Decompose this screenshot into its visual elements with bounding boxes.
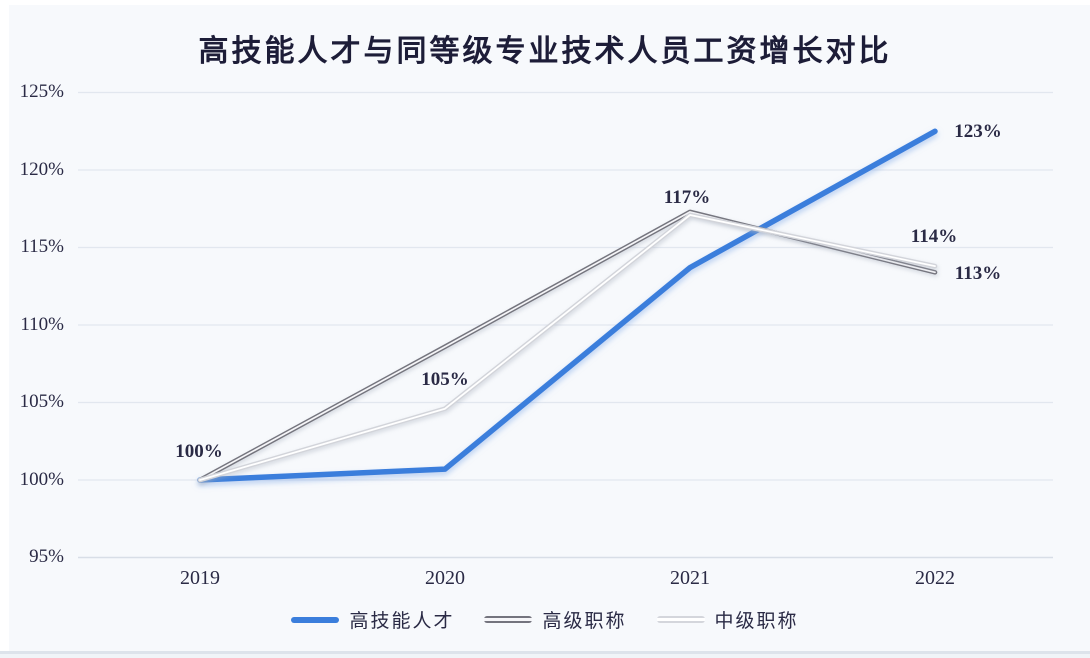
- legend-label: 高技能人才: [349, 611, 455, 632]
- x-axis-label-2020: 2020: [425, 567, 465, 589]
- legend-swatch-light-gray-line-icon: [656, 616, 705, 623]
- legend-swatch-dark-gray-line-icon: [484, 616, 533, 623]
- chart-legend: 高技能人才 高级职称 中级职称: [0, 606, 1090, 633]
- data-series: [197, 128, 938, 483]
- data-label-100: 100%: [175, 441, 223, 462]
- x-axis-label-2021: 2021: [670, 567, 710, 589]
- y-axis-tick-95: 95%: [29, 546, 64, 567]
- data-label-105: 105%: [421, 369, 469, 390]
- y-axis-tick-110: 110%: [20, 314, 64, 335]
- legend-label: 中级职称: [714, 611, 799, 632]
- gridlines: [78, 91, 1053, 559]
- data-label-123: 123%: [954, 121, 1002, 142]
- legend-label: 高级职称: [542, 611, 627, 632]
- legend-item-skilled-talent: 高技能人才: [291, 606, 454, 633]
- y-axis-tick-105: 105%: [19, 391, 64, 412]
- chart-title: 高技能人才与同等级专业技术人员工资增长对比: [198, 35, 892, 68]
- left-margin: [0, 0, 9, 658]
- y-axis-tick-120: 120%: [19, 159, 64, 180]
- data-label-114: 114%: [910, 226, 958, 247]
- x-axis-label-2022: 2022: [915, 567, 955, 589]
- data-label-113: 113%: [954, 263, 1002, 284]
- x-axis-label-2019: 2019: [180, 567, 220, 589]
- y-axis-tick-125: 125%: [19, 81, 64, 102]
- data-label-117: 117%: [663, 187, 711, 208]
- legend-item-intermediate-title: 中级职称: [656, 606, 799, 633]
- bottom-margin: [0, 654, 1090, 658]
- y-axis-tick-115: 115%: [20, 236, 64, 257]
- legend-item-senior-title: 高级职称: [484, 606, 626, 633]
- bottom-divider: [0, 651, 1090, 654]
- legend-swatch-blue-line-icon: [291, 616, 340, 623]
- y-axis-tick-100: 100%: [19, 469, 64, 490]
- top-margin: [0, 0, 1090, 5]
